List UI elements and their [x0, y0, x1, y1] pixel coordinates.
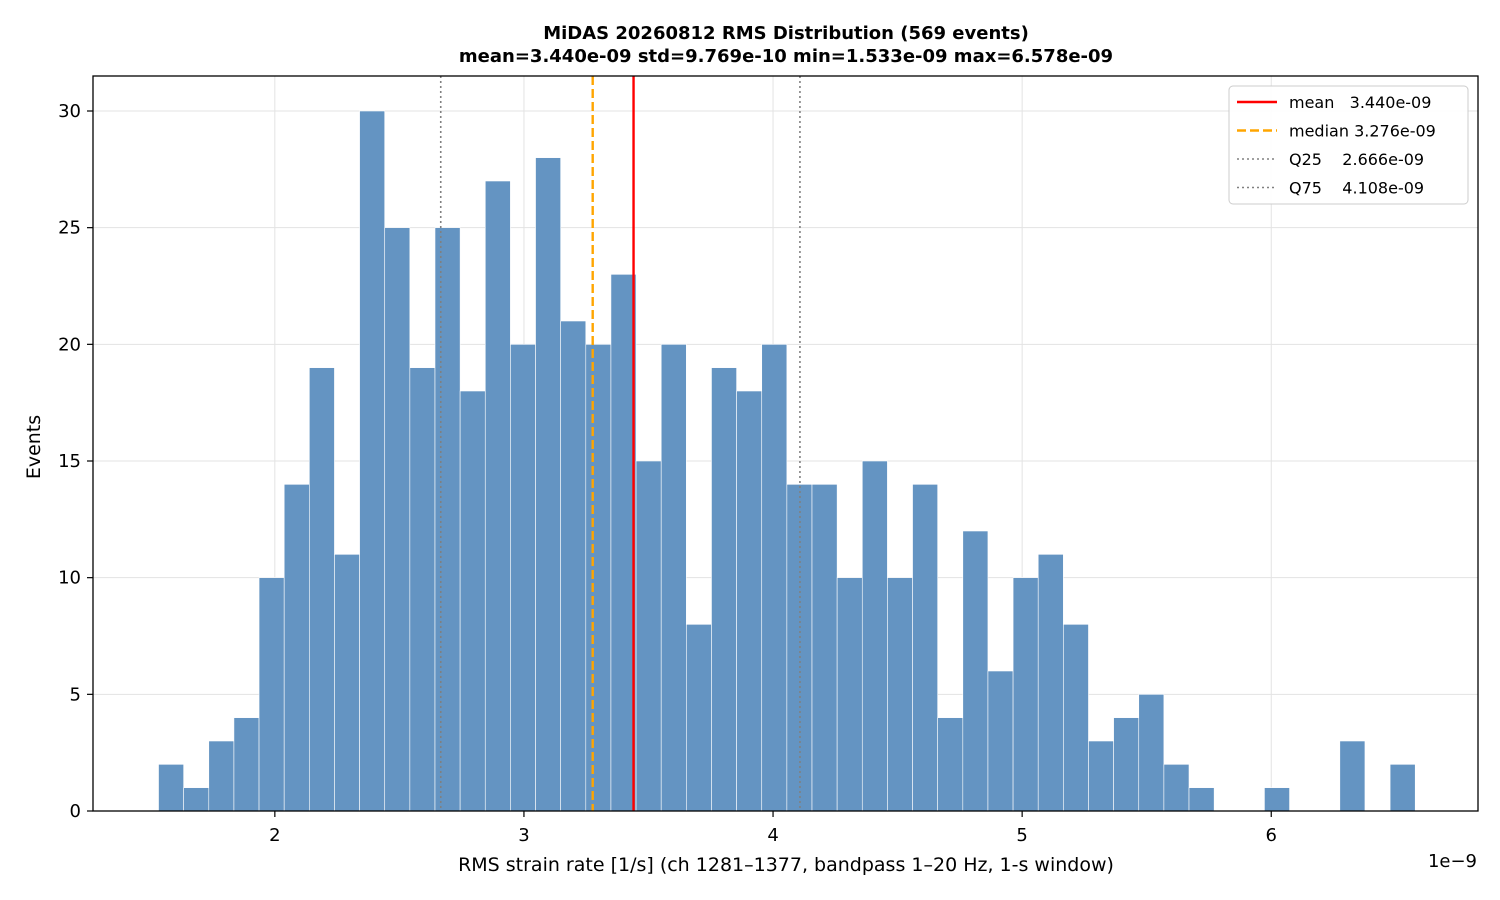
histogram-bar — [585, 344, 612, 812]
histogram-bar — [208, 740, 235, 812]
histogram-bar — [459, 390, 486, 812]
histogram-bar — [158, 764, 184, 812]
histogram-bar — [711, 367, 737, 812]
histogram-bar — [309, 367, 335, 812]
y-tick-label: 25 — [58, 218, 81, 239]
histogram-bar — [535, 157, 561, 812]
x-tick-label: 3 — [518, 825, 529, 846]
histogram-bar — [912, 484, 938, 812]
y-axis-label: Events — [23, 415, 45, 479]
histogram-bar — [635, 460, 662, 812]
legend-mean-label: mean 3.440e-09 — [1289, 93, 1431, 112]
y-tick-label: 10 — [58, 568, 81, 589]
histogram-bar — [283, 484, 310, 812]
histogram-bar — [183, 787, 210, 812]
histogram-bar — [434, 227, 461, 812]
histogram-bar — [1188, 787, 1215, 812]
plot-frame — [92, 75, 1479, 812]
histogram-bar — [736, 390, 763, 812]
histogram-bar — [409, 367, 436, 812]
histogram-bar — [887, 577, 913, 812]
bars — [158, 110, 1416, 812]
reference-lines — [439, 76, 801, 811]
histogram-bar — [1113, 717, 1140, 812]
x-tick-label: 2 — [269, 825, 280, 846]
histogram-bar — [962, 530, 989, 812]
histogram-bar — [1138, 694, 1165, 812]
histogram-bar — [1264, 787, 1290, 812]
histogram-bar — [258, 577, 285, 812]
histogram-bar — [1163, 764, 1190, 812]
y-tick-label: 30 — [58, 101, 81, 122]
histogram-bar — [1389, 764, 1416, 812]
histogram-bar — [233, 717, 260, 812]
y-tick-label: 0 — [70, 801, 81, 822]
chart-title: MiDAS 20260812 RMS Distribution (569 eve… — [543, 23, 1029, 44]
histogram-bar — [686, 624, 712, 812]
legend-Q75-label: Q75 4.108e-09 — [1289, 179, 1424, 198]
histogram-bar — [484, 180, 511, 812]
y-tick-label: 20 — [58, 334, 81, 355]
histogram-bar — [359, 110, 386, 812]
x-tick-label: 6 — [1266, 825, 1277, 846]
chart-subtitle: mean=3.440e-09 std=9.769e-10 min=1.533e-… — [459, 46, 1113, 67]
legend-median-label: median 3.276e-09 — [1289, 122, 1436, 141]
histogram-bar — [987, 670, 1014, 812]
histogram-bar — [334, 554, 360, 812]
x-offset-label: 1e−9 — [1428, 851, 1477, 872]
axis-ticks: 2 3 4 5 6 0 5 10 15 20 25 30 — [58, 101, 1277, 846]
x-axis-label: RMS strain rate [1/s] (ch 1281–1377, ban… — [458, 854, 1114, 876]
histogram-bar — [610, 274, 637, 812]
histogram-bar — [761, 344, 788, 812]
histogram-bar — [384, 227, 411, 812]
legend: mean 3.440e-09 median 3.276e-09 Q25 2.666e… — [1228, 85, 1469, 205]
histogram-bar — [1088, 740, 1114, 812]
histogram-bar — [660, 344, 687, 812]
histogram-bar — [1012, 577, 1039, 812]
y-tick-label: 15 — [58, 451, 81, 472]
histogram-bar — [861, 460, 888, 812]
histogram-bar — [560, 320, 587, 812]
legend-Q25-label: Q25 2.666e-09 — [1289, 150, 1424, 169]
histogram-bar — [1339, 740, 1366, 812]
x-tick-label: 4 — [767, 825, 778, 846]
legend-box — [1228, 85, 1469, 205]
histogram-bar — [836, 577, 863, 812]
histogram-bar — [1037, 554, 1064, 812]
x-tick-label: 5 — [1016, 825, 1027, 846]
y-tick-label: 5 — [70, 684, 81, 705]
histogram-bar — [510, 344, 536, 812]
histogram-bar — [1063, 624, 1089, 812]
histogram-bar — [811, 484, 838, 812]
histogram-bar — [937, 717, 964, 812]
